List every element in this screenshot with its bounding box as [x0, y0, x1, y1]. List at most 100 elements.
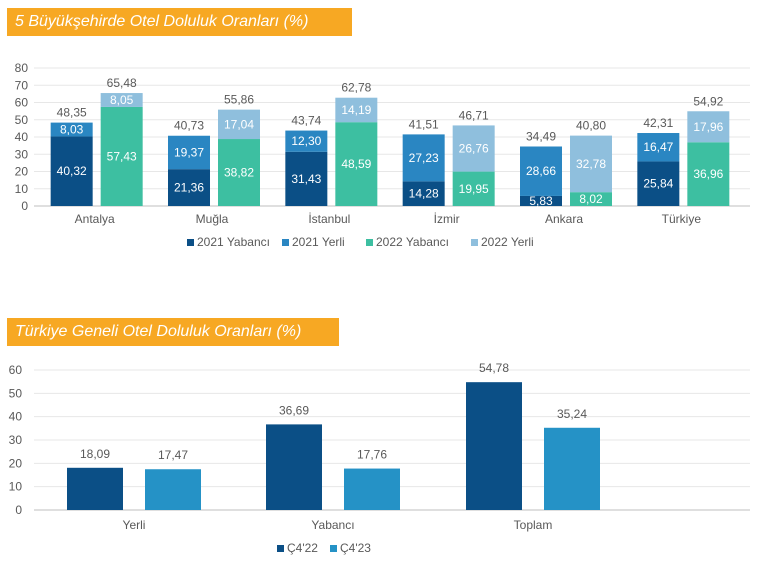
chart2-category-label: Toplam — [514, 518, 553, 532]
chart1-total-label: 46,71 — [459, 108, 489, 122]
chart1-segment-label: 14,28 — [409, 187, 439, 201]
chart1-bar-segment — [285, 130, 328, 152]
chart1-segment-label: 8,03 — [60, 123, 84, 137]
chart1-segment-label: 40,32 — [57, 164, 87, 178]
chart1-y-tick: 80 — [15, 61, 29, 75]
chart1-segment-label: 48,59 — [341, 157, 371, 171]
chart2-bar — [266, 424, 322, 510]
chart2-bar — [145, 469, 201, 510]
chart1-segment-label: 5,83 — [529, 194, 553, 208]
chart1-legend-label: 2022 Yerli — [481, 235, 534, 249]
chart1-category-label: Ankara — [545, 212, 583, 226]
chart1-segment-label: 16,47 — [643, 140, 673, 154]
chart1-bar-segment — [402, 181, 445, 206]
chart1-legend-swatch — [282, 239, 289, 246]
chart1-segment-label: 12,30 — [291, 134, 321, 148]
chart1-bar-segment — [687, 111, 730, 143]
chart2-legend-swatch — [330, 545, 337, 552]
chart1-y-tick: 20 — [15, 165, 29, 179]
chart2-legend-swatch — [277, 545, 284, 552]
chart1-segment-label: 26,76 — [459, 142, 489, 156]
chart2-value-label: 17,76 — [357, 448, 387, 462]
chart1-segment-label: 17,96 — [693, 120, 723, 134]
chart1-bar-segment — [402, 134, 445, 182]
chart1-bar-segment — [218, 109, 260, 140]
chart1-bar-segment — [335, 122, 378, 206]
chart1-total-label: 55,86 — [224, 93, 254, 107]
chart2-category-label: Yabancı — [311, 518, 354, 532]
chart1-bar-segment — [218, 139, 260, 206]
chart1-segment-label: 19,37 — [174, 145, 204, 159]
chart2-y-tick: 60 — [9, 363, 23, 377]
chart1-category-label: Türkiye — [662, 212, 702, 226]
chart1-y-tick: 0 — [21, 199, 28, 213]
chart1-segment-label: 25,84 — [643, 177, 673, 191]
chart2-value-label: 18,09 — [80, 447, 110, 461]
chart1-total-label: 65,48 — [107, 76, 137, 90]
chart1-legend-swatch — [187, 239, 194, 246]
chart1-title: 5 Büyükşehirde Otel Doluluk Oranları (%) — [7, 8, 352, 36]
chart2-legend-label: Ç4'23 — [340, 541, 371, 555]
chart1-segment-label: 38,82 — [224, 166, 254, 180]
chart1-bar-segment — [100, 106, 143, 206]
chart1-bar-segment — [100, 93, 143, 107]
chart1-y-tick: 30 — [15, 147, 29, 161]
chart1-bar-segment — [637, 133, 680, 162]
chart2-bar — [544, 427, 600, 510]
chart1-segment-label: 17,04 — [224, 117, 254, 131]
chart1-total-label: 40,73 — [174, 119, 204, 133]
chart2-bar — [466, 382, 522, 510]
chart1-y-tick: 10 — [15, 182, 29, 196]
chart1-category-label: Muğla — [196, 212, 229, 226]
chart1-y-tick: 50 — [15, 113, 29, 127]
chart2-y-tick: 0 — [15, 503, 22, 517]
chart1-segment-label: 32,78 — [576, 157, 606, 171]
chart1-legend-label: 2021 Yabancı — [197, 235, 270, 249]
chart1-y-tick: 70 — [15, 78, 29, 92]
chart1-total-label: 43,74 — [291, 114, 321, 128]
chart1-bar-segment — [285, 151, 328, 206]
chart1-total-label: 42,31 — [643, 116, 673, 130]
chart2-legend-label: Ç4'22 — [287, 541, 318, 555]
chart1-bar-segment — [520, 195, 562, 206]
chart1-total-label: 40,80 — [576, 119, 606, 133]
chart2-y-tick: 10 — [9, 480, 23, 494]
chart1-total-label: 54,92 — [693, 94, 723, 108]
chart1-segment-label: 28,66 — [526, 164, 556, 178]
chart1-bar-segment — [687, 142, 730, 206]
chart1-bar-segment — [452, 125, 495, 172]
chart1-bar-segment — [570, 192, 612, 206]
chart1-category-label: Antalya — [75, 212, 115, 226]
chart2-value-label: 17,47 — [158, 448, 188, 462]
chart1-segment-label: 8,05 — [110, 93, 134, 107]
chart2-bar — [344, 468, 400, 510]
chart2-value-label: 35,24 — [557, 407, 587, 421]
chart1-segment-label: 19,95 — [459, 182, 489, 196]
chart1-segment-label: 57,43 — [107, 149, 137, 163]
chart1-segment-label: 31,43 — [291, 172, 321, 186]
chart1-segment-label: 14,19 — [341, 103, 371, 117]
chart1-total-label: 34,49 — [526, 130, 556, 144]
chart1-total-label: 41,51 — [409, 117, 439, 131]
chart2-value-label: 54,78 — [479, 361, 509, 375]
chart2-title: Türkiye Geneli Otel Doluluk Oranları (%) — [7, 318, 339, 346]
chart2-bar — [67, 467, 123, 510]
chart1-bar-segment — [168, 135, 210, 170]
chart1-bar-segment — [520, 146, 562, 196]
chart2-y-tick: 40 — [9, 410, 23, 424]
chart1-category-label: İzmir — [434, 212, 460, 226]
chart1-legend-label: 2021 Yerli — [292, 235, 345, 249]
chart2-category-label: Yerli — [123, 518, 146, 532]
chart2-y-tick: 30 — [9, 433, 23, 447]
chart1-bar-segment — [452, 171, 495, 206]
chart1-segment-label: 21,36 — [174, 181, 204, 195]
chart1-bar-segment — [50, 122, 93, 137]
chart2-y-tick: 50 — [9, 386, 23, 400]
chart1-legend-swatch — [366, 239, 373, 246]
chart1-bar-segment — [637, 161, 680, 206]
chart2-y-tick: 20 — [9, 456, 23, 470]
chart1-y-tick: 40 — [15, 130, 29, 144]
chart1-legend-label: 2022 Yabancı — [376, 235, 449, 249]
chart1-segment-label: 8,02 — [579, 192, 603, 206]
